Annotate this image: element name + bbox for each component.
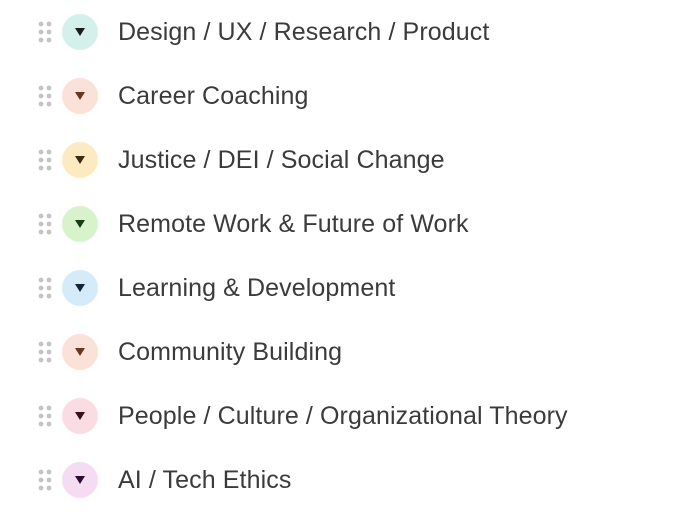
caret-down-icon[interactable] <box>62 462 98 498</box>
list-item[interactable]: Remote Work & Future of Work <box>0 192 696 256</box>
list-item[interactable]: Design / UX / Research / Product <box>0 0 696 64</box>
list-item[interactable]: Career Coaching <box>0 64 696 128</box>
caret-down-icon[interactable] <box>62 270 98 306</box>
caret-down-icon[interactable] <box>62 142 98 178</box>
category-label: Learning & Development <box>118 274 396 302</box>
caret-down-icon[interactable] <box>62 78 98 114</box>
drag-handle-icon[interactable] <box>38 341 52 363</box>
drag-handle-icon[interactable] <box>38 277 52 299</box>
drag-handle-icon[interactable] <box>38 149 52 171</box>
list-item[interactable]: Community Building <box>0 320 696 384</box>
drag-handle-icon[interactable] <box>38 405 52 427</box>
list-item[interactable]: Justice / DEI / Social Change <box>0 128 696 192</box>
drag-handle-icon[interactable] <box>38 21 52 43</box>
category-label: People / Culture / Organizational Theory <box>118 402 568 430</box>
caret-down-icon[interactable] <box>62 206 98 242</box>
drag-handle-icon[interactable] <box>38 85 52 107</box>
drag-handle-icon[interactable] <box>38 469 52 491</box>
caret-down-icon[interactable] <box>62 14 98 50</box>
category-label: Justice / DEI / Social Change <box>118 146 445 174</box>
category-label: Design / UX / Research / Product <box>118 18 490 46</box>
list-item[interactable]: People / Culture / Organizational Theory <box>0 384 696 448</box>
caret-down-icon[interactable] <box>62 398 98 434</box>
category-label: Career Coaching <box>118 82 309 110</box>
drag-handle-icon[interactable] <box>38 213 52 235</box>
category-label: Remote Work & Future of Work <box>118 210 469 238</box>
caret-down-icon[interactable] <box>62 334 98 370</box>
category-label: AI / Tech Ethics <box>118 466 292 494</box>
list-item[interactable]: AI / Tech Ethics <box>0 448 696 512</box>
list-item[interactable]: Learning & Development <box>0 256 696 320</box>
category-label: Community Building <box>118 338 343 366</box>
